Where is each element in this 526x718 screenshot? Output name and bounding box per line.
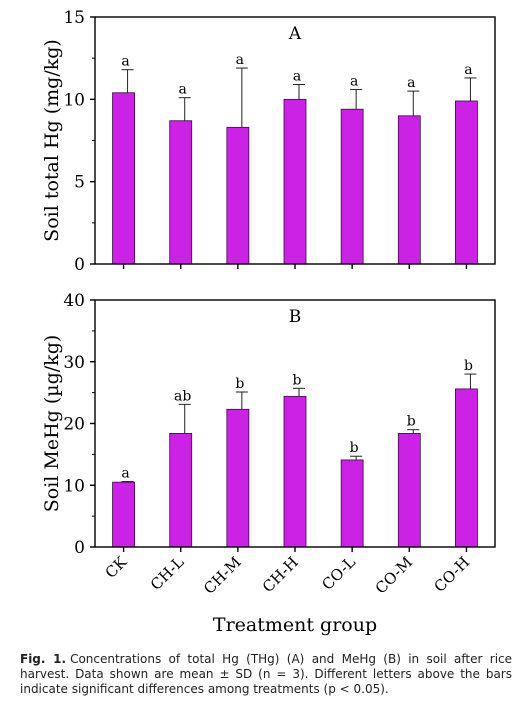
- chart-a-significance-letter: a: [293, 69, 301, 85]
- chart-a-y-axis-label: Soil total Hg (mg/kg): [41, 39, 63, 242]
- chart-a-bar: [397, 115, 421, 265]
- chart-a-bar: [340, 108, 364, 265]
- chart-b-y-tick-label: 30: [63, 353, 85, 373]
- chart-b-significance-letter: ab: [174, 388, 191, 404]
- chart-b-y-tick-label: 20: [63, 415, 85, 435]
- chart-b-bar: [226, 408, 250, 548]
- chart-b-x-tick-label: CH-M: [200, 553, 245, 598]
- chart-b-y-tick-label: 0: [74, 538, 85, 558]
- figure: a a a a a a a 0 5 10 15 A Soil total Hg (mg/kg) a ab b b…: [41, 8, 496, 636]
- figure-caption: Fig. 1. Concentrations of total Hg (THg) …: [20, 652, 512, 697]
- chart-a-bar: [283, 98, 307, 265]
- chart-a-bar: [169, 120, 193, 265]
- caption-label: Fig. 1.: [20, 652, 67, 666]
- chart-a-bar: [112, 92, 135, 265]
- chart-b-bar: [397, 432, 421, 548]
- chart-b-x-tick-label: CH-L: [147, 553, 188, 594]
- chart-b-bar: [112, 481, 135, 548]
- chart-b-y-tick-label: 10: [63, 476, 85, 496]
- chart-a-significance-letter: a: [121, 54, 129, 70]
- chart-a-significance-letter: a: [350, 73, 358, 89]
- chart-a-y-tick-label: 15: [63, 8, 85, 28]
- chart-a-panel-label: A: [288, 24, 302, 44]
- chart-a-significance-letter: a: [464, 62, 472, 78]
- chart-a-bar: [226, 126, 250, 265]
- chart-b-x-tick-label: CH-H: [259, 553, 302, 596]
- chart-b-significance-letter: b: [350, 440, 359, 456]
- chart-b-bar: [169, 432, 193, 548]
- chart-b-x-tick-label: CO-L: [318, 553, 359, 594]
- chart-a-bar: [455, 100, 478, 265]
- chart-b-significance-letter: b: [407, 414, 416, 430]
- chart-b-y-axis-label: Soil MeHg (µg/kg): [41, 335, 63, 513]
- chart-b-significance-letter: a: [121, 466, 129, 482]
- chart-b-bar: [283, 395, 307, 548]
- caption-text: Concentrations of total Hg (THg) (A) and…: [20, 652, 513, 696]
- chart-b-x-tick-label: CO-H: [430, 553, 473, 596]
- chart-a-y-tick-label: 0: [74, 255, 85, 275]
- chart-a-significance-letter: a: [407, 75, 415, 91]
- chart-b-x-axis-label: Treatment group: [213, 614, 377, 636]
- chart-b-significance-letter: b: [464, 358, 473, 374]
- chart-b-panel-label: B: [289, 307, 302, 327]
- chart-b-y-tick-label: 40: [63, 291, 85, 311]
- chart-a-y-tick-label: 10: [63, 90, 85, 110]
- chart-b-bar: [340, 459, 364, 548]
- chart-a-significance-letter: a: [236, 52, 244, 68]
- chart-b-bar: [455, 388, 478, 548]
- chart-b-significance-letter: b: [235, 376, 244, 392]
- chart-b-x-tick-label: CO-M: [372, 553, 416, 597]
- chart-b-significance-letter: b: [293, 372, 302, 388]
- chart-a-y-tick-label: 5: [74, 173, 85, 193]
- chart-b-x-tick-label: CK: [102, 553, 131, 582]
- chart-a-significance-letter: a: [179, 82, 187, 98]
